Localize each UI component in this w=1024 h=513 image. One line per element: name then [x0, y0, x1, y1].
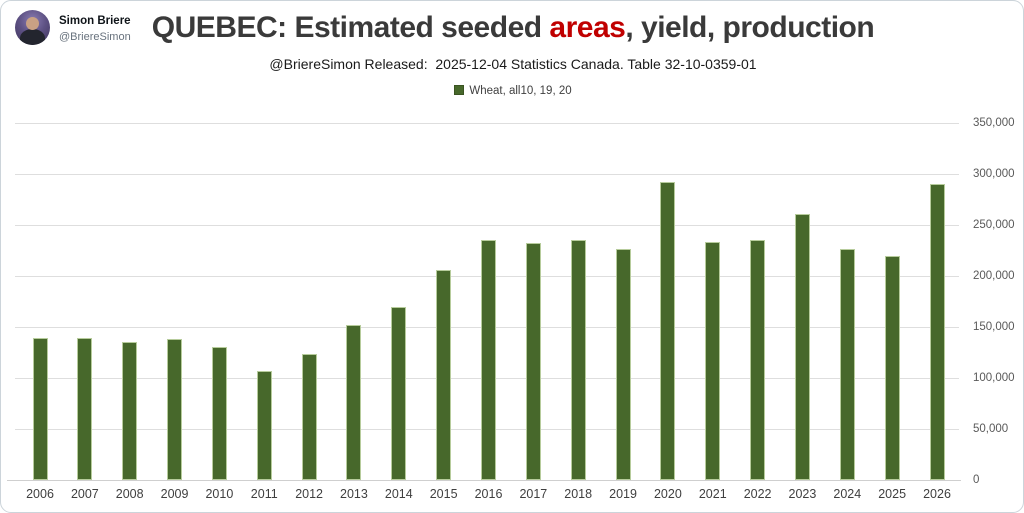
bar-2015 [436, 269, 452, 481]
x-axis-label-2024: 2024 [833, 487, 862, 501]
x-axis-label-2011: 2011 [250, 487, 278, 501]
avatar [15, 10, 50, 45]
bar-2014 [391, 306, 407, 481]
profile-handle: @BriereSimon [59, 31, 131, 43]
legend-label: Wheat, all10, 19, 20 [469, 85, 572, 97]
bar-2016 [481, 239, 496, 481]
legend: Wheat, all10, 19, 20 [1, 85, 1023, 97]
x-axis-label-2026: 2026 [923, 487, 951, 501]
bar-2022 [750, 240, 766, 481]
x-axis-label-2009: 2009 [160, 487, 189, 501]
bar-2025 [884, 255, 900, 481]
x-axis-label-2013: 2013 [340, 487, 368, 501]
x-axis-label-2022: 2022 [743, 487, 772, 501]
bar-2011 [256, 371, 272, 481]
y-axis-label-200,000: 200,000 [973, 269, 1015, 282]
profile-name: Simon Briere [59, 15, 131, 27]
bar-2009 [167, 338, 183, 481]
x-axis-label-2008: 2008 [115, 487, 144, 501]
x-axis-label-2023: 2023 [788, 487, 817, 501]
title-highlight: areas [549, 11, 626, 44]
title-prefix: QUEBEC: Estimated seeded [151, 11, 550, 44]
bar-2008 [122, 341, 138, 481]
chart-subtitle: @BriereSimon Released: 2025-12-04 Statis… [269, 56, 757, 72]
x-axis-line [7, 480, 961, 481]
bar-2010 [211, 347, 227, 481]
bar-2023 [794, 213, 810, 481]
bar-2012 [301, 354, 317, 481]
x-axis-label-2010: 2010 [205, 487, 234, 501]
x-axis-label-2020: 2020 [653, 487, 682, 501]
y-axis-label-100,000: 100,000 [973, 371, 1015, 384]
x-axis-label-2015: 2015 [429, 487, 458, 501]
x-axis-label-2019: 2019 [609, 487, 637, 501]
avatar-silhouette-head [26, 17, 39, 30]
x-axis-label-2016: 2016 [474, 487, 503, 501]
x-axis-label-2025: 2025 [878, 487, 907, 501]
bar-2007 [77, 337, 93, 481]
x-axis-label-2014: 2014 [384, 487, 413, 501]
x-axis-label-2006: 2006 [26, 487, 54, 501]
y-axis-label-50,000: 50,000 [973, 422, 1009, 435]
bar-2026 [929, 183, 945, 481]
gridline-350,000 [15, 123, 959, 124]
bar-2021 [705, 241, 721, 481]
legend-marker-icon [454, 85, 465, 95]
bar-2019 [615, 249, 631, 481]
bar-2006 [32, 337, 48, 481]
avatar-silhouette-body [20, 29, 45, 45]
x-axis-label-2017: 2017 [519, 487, 548, 501]
bar-2024 [839, 248, 855, 481]
y-axis-label-0: 0 [973, 473, 980, 486]
x-axis-label-2018: 2018 [564, 487, 593, 501]
y-axis-label-250,000: 250,000 [973, 218, 1015, 231]
x-axis-label-2007: 2007 [70, 487, 99, 501]
bar-2018 [570, 240, 586, 481]
x-axis-label-2012: 2012 [295, 487, 323, 501]
bar-2017 [525, 243, 541, 481]
y-axis-label-150,000: 150,000 [973, 320, 1015, 333]
title-suffix: , yield, production [625, 11, 875, 44]
bar-2013 [346, 325, 362, 481]
x-axis-label-2021: 2021 [698, 487, 727, 501]
y-axis-label-350,000: 350,000 [973, 116, 1015, 129]
bar-2020 [660, 182, 676, 481]
chart-title: QUEBEC: Estimated seeded areas, yield, p… [1, 11, 1023, 45]
gridline-300,000 [15, 174, 959, 175]
gridline-250,000 [15, 225, 959, 226]
y-axis-label-300,000: 300,000 [973, 167, 1015, 180]
